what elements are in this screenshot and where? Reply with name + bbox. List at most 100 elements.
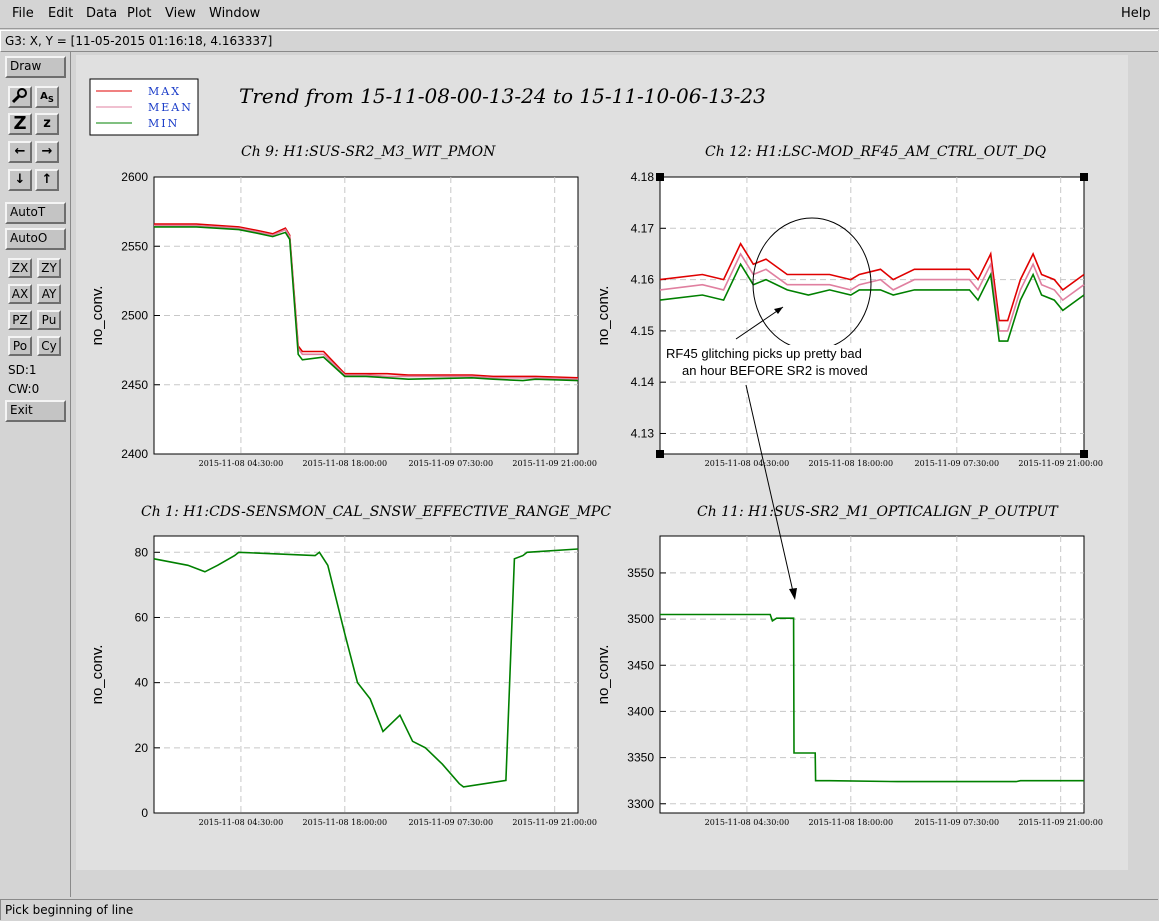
menu-plot[interactable]: Plot — [127, 6, 152, 21]
y-tick-label: 3550 — [627, 566, 654, 580]
x-tick-label: 2015-11-08 18:00:00 — [808, 818, 893, 827]
x-tick-label: 2015-11-09 21:00:00 — [1018, 818, 1103, 827]
x-tick-label: 2015-11-08 04:30:00 — [705, 818, 790, 827]
pz-button[interactable]: PZ — [8, 310, 32, 330]
pan-right-button[interactable]: → — [35, 141, 59, 163]
y-tick-label: 4.13 — [631, 426, 655, 440]
x-tick-label: 2015-11-09 07:30:00 — [408, 818, 493, 827]
trend-title: Trend from 15-11-08-00-13-24 to 15-11-10… — [239, 84, 766, 108]
y-tick-label: 60 — [135, 610, 149, 624]
x-tick-label: 2015-11-08 04:30:00 — [199, 818, 284, 827]
legend-min-label: MIN — [148, 117, 179, 130]
status-bar: Pick beginning of line — [0, 899, 1158, 920]
zx-button[interactable]: ZX — [8, 258, 32, 278]
x-tick-label: 2015-11-08 18:00:00 — [302, 818, 387, 827]
annotation-arrow-to-step — [745, 384, 795, 597]
zoom-small-button[interactable]: z — [35, 113, 59, 135]
series-min-line — [660, 613, 1084, 783]
zoom-large-button[interactable]: Z — [8, 113, 32, 135]
pu-button[interactable]: Pu — [37, 310, 61, 330]
y-tick-label: 3450 — [627, 658, 654, 672]
plot-area[interactable]: MAX MEAN MIN Trend from 15-11-08-00-13-2… — [76, 55, 1128, 870]
plot-frame — [153, 535, 579, 814]
x-tick-label: 2015-11-09 07:30:00 — [914, 818, 999, 827]
draw-button[interactable]: Draw — [5, 56, 66, 78]
x-tick-label: 2015-11-08 04:30:00 — [705, 459, 790, 468]
ay-button[interactable]: AY — [37, 284, 61, 304]
annotation-text: RF45 glitching picks up pretty bad an ho… — [664, 345, 892, 381]
arrow-down-icon: ↓ — [14, 172, 26, 187]
y-tick-label: 2600 — [121, 170, 148, 184]
annotation-arrowhead-1 — [774, 307, 783, 314]
annotation-line-1: RF45 glitching picks up pretty bad — [666, 346, 862, 361]
zoom-small-icon: z — [43, 116, 51, 131]
x-tick-label: 2015-11-08 04:30:00 — [199, 459, 284, 468]
menu-file[interactable]: File — [12, 6, 34, 21]
y-tick-label: 2500 — [121, 309, 148, 323]
plot-canvas[interactable]: MAX MEAN MIN Trend from 15-11-08-00-13-2… — [76, 55, 1128, 870]
y-tick-label: 0 — [141, 806, 148, 820]
menu-help[interactable]: Help — [1121, 6, 1151, 21]
menu-edit[interactable]: Edit — [48, 6, 74, 21]
arrow-right-icon: → — [41, 144, 53, 159]
coordinate-readout: G3: X, Y = [11-05-2015 01:16:18, 4.16333… — [5, 34, 273, 48]
menu-data[interactable]: Data — [86, 6, 118, 21]
tool-panel: Draw AS Z z ← → ↓ ↑ AutoT AutoO ZX ZY AX… — [0, 52, 71, 897]
selection-handle — [1080, 450, 1088, 458]
legend-mean-label: MEAN — [148, 101, 193, 114]
status-text: Pick beginning of line — [5, 903, 134, 917]
x-tick-label: 2015-11-08 18:00:00 — [808, 459, 893, 468]
x-tick-label: 2015-11-08 18:00:00 — [302, 459, 387, 468]
y-tick-label: 3500 — [627, 612, 654, 626]
y-tick-label: 80 — [135, 545, 149, 559]
autoo-button[interactable]: AutoO — [5, 228, 66, 250]
arrow-up-icon: ↑ — [41, 172, 53, 187]
series-max-line — [154, 223, 579, 379]
x-tick-label: 2015-11-09 07:30:00 — [914, 459, 999, 468]
menu-view[interactable]: View — [165, 6, 196, 21]
exit-button[interactable]: Exit — [5, 400, 66, 422]
selection-handle — [656, 173, 664, 181]
selection-handle — [656, 450, 664, 458]
series-max-line — [659, 242, 1085, 322]
plot-frame — [659, 176, 1085, 455]
text-tool-icon: AS — [40, 91, 54, 104]
pan-up-button[interactable]: ↑ — [35, 169, 59, 191]
pan-left-button[interactable]: ← — [8, 141, 32, 163]
po-button[interactable]: Po — [8, 336, 32, 356]
pick-icon — [11, 88, 27, 104]
y-tick-label: 3350 — [627, 751, 654, 765]
y-tick-label: 3300 — [627, 797, 654, 811]
series-min-line — [153, 548, 579, 788]
menu-bar: File Edit Data Plot View Window Help — [0, 0, 1159, 29]
series-mean-line — [154, 224, 579, 380]
y-tick-label: 4.15 — [631, 324, 655, 338]
annotation-line-2: an hour BEFORE SR2 is moved — [682, 363, 868, 378]
chart-title: Ch 12: H1:LSC-MOD_RF45_AM_CTRL_OUT_DQ — [705, 144, 1047, 160]
zy-button[interactable]: ZY — [37, 258, 61, 278]
x-tick-label: 2015-11-09 07:30:00 — [408, 459, 493, 468]
y-tick-label: 4.14 — [631, 375, 655, 389]
y-tick-label: 20 — [135, 741, 149, 755]
cy-button[interactable]: Cy — [37, 336, 61, 356]
selection-handle — [1080, 173, 1088, 181]
annotation-arrowhead-2 — [789, 588, 797, 600]
pointer-tool-button[interactable] — [8, 86, 32, 108]
menu-window[interactable]: Window — [209, 6, 261, 21]
y-tick-label: 3400 — [627, 704, 654, 718]
ax-button[interactable]: AX — [8, 284, 32, 304]
plot-frame — [659, 535, 1085, 814]
autot-button[interactable]: AutoT — [5, 202, 66, 224]
y-tick-label: 40 — [135, 676, 149, 690]
charts-group: Ch 9: H1:SUS-SR2_M3_WIT_PMON no_conv. 2400… — [89, 144, 1103, 827]
x-tick-label: 2015-11-09 21:00:00 — [512, 459, 597, 468]
series-mean-line — [659, 252, 1085, 332]
chart-title: Ch 11: H1:SUS-SR2_M1_OPTICALIGN_P_OUTPUT — [697, 504, 1059, 520]
text-tool-button[interactable]: AS — [35, 86, 59, 108]
annotation-arrow-to-circle — [735, 306, 784, 340]
y-axis-label: no_conv. — [595, 645, 612, 705]
arrow-left-icon: ← — [14, 144, 26, 159]
chart-title: Ch 1: H1:CDS-SENSMON_CAL_SNSW_EFFECTIVE_… — [141, 504, 611, 520]
pan-down-button[interactable]: ↓ — [8, 169, 32, 191]
y-axis-label: no_conv. — [595, 286, 612, 346]
